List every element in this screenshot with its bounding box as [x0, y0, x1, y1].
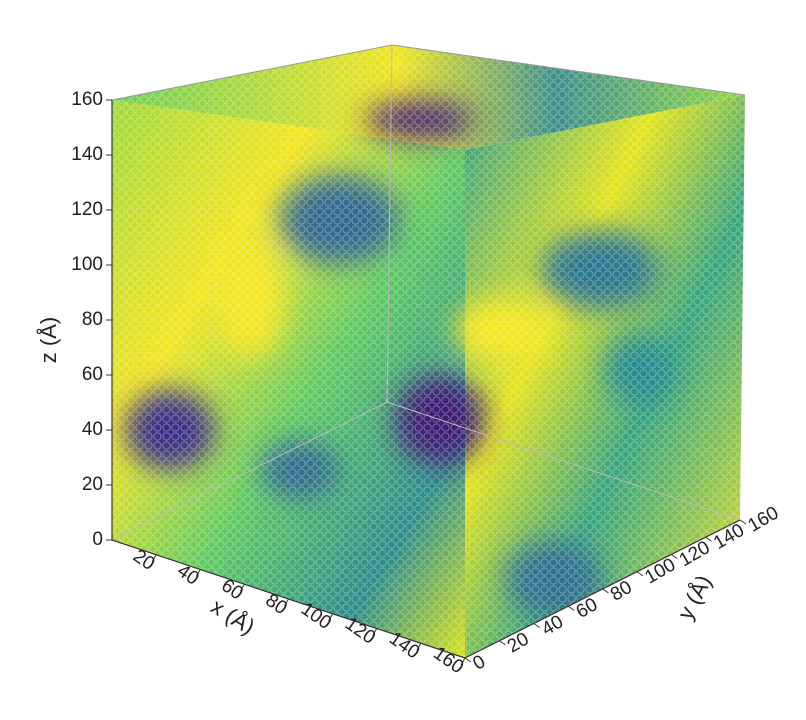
y-tick: [567, 605, 575, 611]
z-tick-label: 40: [82, 419, 103, 440]
x-tick: [416, 643, 422, 651]
z-tick-label: 20: [82, 474, 103, 495]
z-tick-label: 100: [71, 254, 103, 275]
y-tick: [636, 571, 644, 577]
z-tick-label: 0: [92, 529, 103, 550]
x-tick: [460, 657, 466, 666]
x-tick: [372, 628, 378, 636]
x-tick: [239, 584, 245, 592]
x-tick: [328, 613, 334, 621]
y-tick: [602, 588, 609, 594]
y-axis-title: y (Å): [673, 571, 717, 624]
y-tick: [739, 519, 747, 525]
y-tick-label: 160: [745, 503, 783, 537]
x-tick: [284, 598, 289, 607]
box-edge: [386, 44, 393, 403]
z-tick-label: 160: [71, 89, 103, 110]
z-tick-label: 60: [82, 364, 103, 385]
y-tick: [705, 536, 712, 542]
x-tick: [151, 554, 157, 562]
y-tick: [499, 640, 506, 646]
dot-texture: [112, 45, 745, 658]
x-tick: [195, 569, 201, 577]
z-tick-label: 120: [71, 199, 103, 220]
z-tick-label: 140: [71, 144, 103, 165]
z-tick-label: 80: [82, 309, 103, 330]
y-tick-label: 0: [470, 651, 490, 674]
y-tick: [670, 554, 678, 559]
box-edge: [391, 44, 746, 96]
y-tick: [533, 623, 541, 628]
z-axis-title: z (Å): [36, 317, 61, 363]
y-tick: [464, 657, 472, 663]
box-edge: [111, 44, 393, 101]
box-edge: [111, 401, 388, 541]
box-edge: [386, 401, 741, 521]
